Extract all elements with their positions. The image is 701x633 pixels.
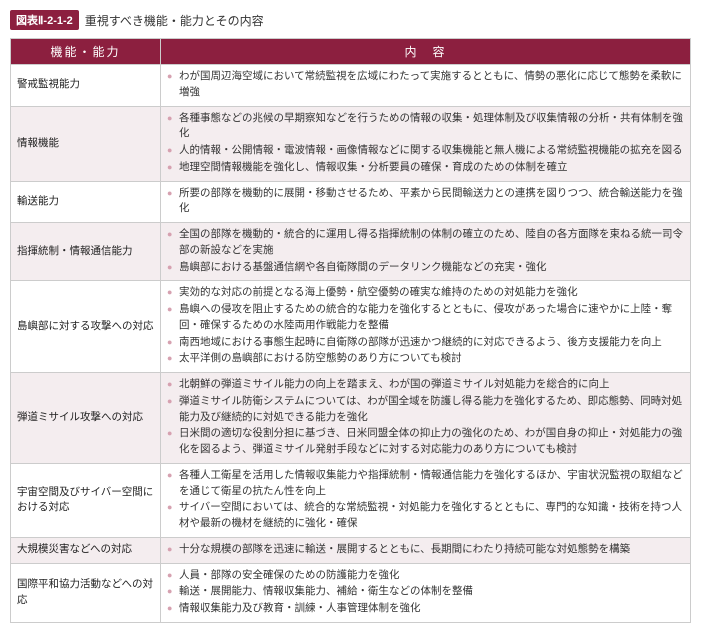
- bullet-item: 輸送・展開能力、情報収集能力、補給・衛生などの体制を整備: [167, 584, 684, 600]
- bullet-list: 所要の部隊を機動的に展開・移動させるため、平素から民間輸送力との連携を図りつつ、…: [167, 186, 684, 218]
- bullet-list: 各種人工衛星を活用した情報収集能力や指揮統制・情報通信能力を強化するほか、宇宙状…: [167, 468, 684, 532]
- table-row: 指揮統制・情報通信能力全国の部隊を機動的・統合的に運用し得る指揮統制の体制の確立…: [11, 223, 691, 281]
- figure-caption: 図表Ⅱ-2-1-2 重視すべき機能・能力とその内容: [10, 10, 691, 30]
- bullet-list: 各種事態などの兆候の早期察知などを行うための情報の収集・処理体制及び収集情報の分…: [167, 111, 684, 176]
- table-row: 情報機能各種事態などの兆候の早期察知などを行うための情報の収集・処理体制及び収集…: [11, 106, 691, 181]
- bullet-list: 実効的な対応の前提となる海上優勢・航空優勢の確実な維持のための対処能力を強化島嶼…: [167, 285, 684, 367]
- bullet-list: わが国周辺海空域において常続監視を広域にわたって実施するとともに、情勢の悪化に応…: [167, 69, 684, 101]
- table-row: 弾道ミサイル攻撃への対応北朝鮮の弾道ミサイル能力の向上を踏まえ、わが国の弾道ミサ…: [11, 373, 691, 464]
- bullet-list: 人員・部隊の安全確保のための防護能力を強化輸送・展開能力、情報収集能力、補給・衛…: [167, 568, 684, 617]
- capabilities-table: 機能・能力 内 容 警戒監視能力わが国周辺海空域において常続監視を広域にわたって…: [10, 38, 691, 623]
- bullet-item: 南西地域における事態生起時に自衛隊の部隊が迅速かつ継続的に対応できるよう、後方支…: [167, 335, 684, 351]
- bullet-item: 十分な規模の部隊を迅速に輸送・展開するとともに、長期間にわたり持続可能な対処態勢…: [167, 542, 684, 558]
- bullet-item: 人的情報・公開情報・電波情報・画像情報などに関する収集機能と無人機による常続監視…: [167, 143, 684, 159]
- bullet-list: 全国の部隊を機動的・統合的に運用し得る指揮統制の体制の確立のため、陸自の各方面隊…: [167, 227, 684, 275]
- table-row: 大規模災害などへの対応十分な規模の部隊を迅速に輸送・展開するとともに、長期間にわ…: [11, 537, 691, 563]
- table-row: 島嶼部に対する攻撃への対応実効的な対応の前提となる海上優勢・航空優勢の確実な維持…: [11, 281, 691, 373]
- figure-title: 重視すべき機能・能力とその内容: [85, 12, 264, 29]
- bullet-item: 実効的な対応の前提となる海上優勢・航空優勢の確実な維持のための対処能力を強化: [167, 285, 684, 301]
- bullet-item: 北朝鮮の弾道ミサイル能力の向上を踏まえ、わが国の弾道ミサイル対処能力を総合的に向…: [167, 377, 684, 393]
- table-row: 宇宙空間及びサイバー空間における対応各種人工衛星を活用した情報収集能力や指揮統制…: [11, 463, 691, 537]
- table-row: 警戒監視能力わが国周辺海空域において常続監視を広域にわたって実施するとともに、情…: [11, 65, 691, 107]
- bullet-item: 島嶼への侵攻を阻止するための統合的な能力を強化するとともに、侵攻があった場合に速…: [167, 302, 684, 334]
- bullet-item: 所要の部隊を機動的に展開・移動させるため、平素から民間輸送力との連携を図りつつ、…: [167, 186, 684, 218]
- bullet-item: 地理空間情報機能を強化し、情報収集・分析要員の確保・育成のための体制を確立: [167, 160, 684, 176]
- bullet-item: わが国周辺海空域において常続監視を広域にわたって実施するとともに、情勢の悪化に応…: [167, 69, 684, 101]
- content-cell: 所要の部隊を機動的に展開・移動させるため、平素から民間輸送力との連携を図りつつ、…: [161, 181, 691, 223]
- func-cell: 宇宙空間及びサイバー空間における対応: [11, 463, 161, 537]
- func-cell: 輸送能力: [11, 181, 161, 223]
- bullet-item: 各種事態などの兆候の早期察知などを行うための情報の収集・処理体制及び収集情報の分…: [167, 111, 684, 143]
- bullet-item: 日米間の適切な役割分担に基づき、日米同盟全体の抑止力の強化のため、わが国自身の抑…: [167, 426, 684, 458]
- content-cell: わが国周辺海空域において常続監視を広域にわたって実施するとともに、情勢の悪化に応…: [161, 65, 691, 107]
- content-cell: 各種事態などの兆候の早期察知などを行うための情報の収集・処理体制及び収集情報の分…: [161, 106, 691, 181]
- bullet-item: 各種人工衛星を活用した情報収集能力や指揮統制・情報通信能力を強化するほか、宇宙状…: [167, 468, 684, 500]
- bullet-list: 十分な規模の部隊を迅速に輸送・展開するとともに、長期間にわたり持続可能な対処態勢…: [167, 542, 684, 558]
- table-row: 国際平和協力活動などへの対応人員・部隊の安全確保のための防護能力を強化輸送・展開…: [11, 563, 691, 622]
- func-cell: 島嶼部に対する攻撃への対応: [11, 281, 161, 373]
- content-cell: 十分な規模の部隊を迅速に輸送・展開するとともに、長期間にわたり持続可能な対処態勢…: [161, 537, 691, 563]
- func-cell: 弾道ミサイル攻撃への対応: [11, 373, 161, 464]
- func-cell: 大規模災害などへの対応: [11, 537, 161, 563]
- content-cell: 人員・部隊の安全確保のための防護能力を強化輸送・展開能力、情報収集能力、補給・衛…: [161, 563, 691, 622]
- bullet-list: 北朝鮮の弾道ミサイル能力の向上を踏まえ、わが国の弾道ミサイル対処能力を総合的に向…: [167, 377, 684, 458]
- header-content: 内 容: [161, 39, 691, 65]
- bullet-item: 島嶼部における基盤通信網や各自衛隊間のデータリンク機能などの充実・強化: [167, 260, 684, 276]
- content-cell: 北朝鮮の弾道ミサイル能力の向上を踏まえ、わが国の弾道ミサイル対処能力を総合的に向…: [161, 373, 691, 464]
- func-cell: 警戒監視能力: [11, 65, 161, 107]
- func-cell: 情報機能: [11, 106, 161, 181]
- bullet-item: 太平洋側の島嶼部における防空態勢のあり方についても検討: [167, 351, 684, 367]
- content-cell: 全国の部隊を機動的・統合的に運用し得る指揮統制の体制の確立のため、陸自の各方面隊…: [161, 223, 691, 281]
- figure-number-badge: 図表Ⅱ-2-1-2: [10, 10, 79, 30]
- bullet-item: 情報収集能力及び教育・訓練・人事管理体制を強化: [167, 601, 684, 617]
- table-row: 輸送能力所要の部隊を機動的に展開・移動させるため、平素から民間輸送力との連携を図…: [11, 181, 691, 223]
- bullet-item: 弾道ミサイル防衛システムについては、わが国全域を防護し得る能力を強化するため、即…: [167, 394, 684, 426]
- bullet-item: サイバー空間においては、統合的な常続監視・対処能力を強化するとともに、専門的な知…: [167, 500, 684, 532]
- content-cell: 実効的な対応の前提となる海上優勢・航空優勢の確実な維持のための対処能力を強化島嶼…: [161, 281, 691, 373]
- func-cell: 指揮統制・情報通信能力: [11, 223, 161, 281]
- content-cell: 各種人工衛星を活用した情報収集能力や指揮統制・情報通信能力を強化するほか、宇宙状…: [161, 463, 691, 537]
- bullet-item: 全国の部隊を機動的・統合的に運用し得る指揮統制の体制の確立のため、陸自の各方面隊…: [167, 227, 684, 259]
- bullet-item: 人員・部隊の安全確保のための防護能力を強化: [167, 568, 684, 584]
- header-func: 機能・能力: [11, 39, 161, 65]
- func-cell: 国際平和協力活動などへの対応: [11, 563, 161, 622]
